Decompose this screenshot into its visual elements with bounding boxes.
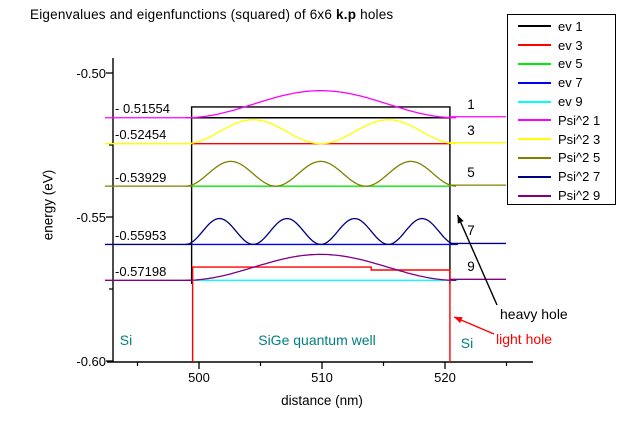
x-tick-label-510: 510 [311, 370, 333, 385]
legend-item-label: Psi^2 7 [558, 169, 601, 185]
legend-item-label: Psi^2 3 [558, 131, 601, 147]
region-label-si-left: Si [119, 332, 133, 348]
eigenvalue-label-7: -0.55953 [115, 227, 167, 243]
legend-line-sample [518, 44, 551, 47]
light-hole-annotation: light hole [496, 331, 553, 347]
eigenvalue-label-1: - 0.51554 [115, 101, 170, 117]
annotation-arrows [453, 214, 498, 335]
legend-item-ev-9: ev 9 [508, 92, 615, 111]
state-number-label-7: 7 [467, 223, 475, 239]
eigenvalue-label-5: -0.53929 [115, 169, 167, 185]
legend-line-sample [518, 156, 551, 159]
psi2-curve-3 [185, 119, 457, 145]
state-number-label-3: 3 [467, 122, 475, 138]
legend-item-label: Psi^2 5 [558, 150, 601, 166]
legend-item-label: ev 3 [558, 37, 583, 53]
legend-item-label: ev 9 [558, 94, 583, 110]
light-hole-band-edge [191, 266, 451, 362]
legend-line-sample [518, 62, 551, 65]
legend-line-sample [518, 119, 551, 122]
light-hole-arrow-head [454, 317, 463, 324]
eigenvalue-label-3: -0.52454 [115, 127, 167, 143]
legend-item-psi-2-3: Psi^2 3 [508, 130, 615, 149]
x-tick-label-500: 500 [188, 370, 210, 385]
legend-item-psi-2-7: Psi^2 7 [508, 167, 615, 186]
legend-item-ev-3: ev 3 [508, 36, 615, 55]
x-tick-label-520: 520 [434, 370, 456, 385]
legend-item-label: Psi^2 1 [558, 112, 601, 128]
chart-title: Eigenvalues and eigenfunctions (squared)… [30, 7, 393, 22]
psi2-curve-1 [185, 90, 457, 119]
legend-item-psi-2-9: Psi^2 9 [508, 186, 615, 205]
eigenstate-series [105, 90, 506, 282]
y-tick-label--0.60: -0.60 [76, 354, 106, 369]
legend-item-psi-2-1: Psi^2 1 [508, 111, 615, 130]
axes [106, 58, 533, 369]
state-number-label-1: 1 [467, 96, 475, 112]
y-axis-title: energy (eV) [40, 169, 56, 241]
chart-title-suffix: holes [356, 7, 394, 22]
psi2-curve-9 [185, 253, 457, 281]
heavy-hole-arrow-head [457, 215, 464, 224]
legend-item-psi-2-5: Psi^2 5 [508, 149, 615, 168]
x-axis-title: distance (nm) [281, 393, 363, 408]
chart-title-prefix: Eigenvalues and eigenfunctions (squared)… [30, 7, 337, 22]
psi2-curve-5 [185, 160, 457, 187]
y-tick-label--0.55: -0.55 [76, 210, 106, 225]
legend-item-label: ev 1 [558, 18, 583, 34]
legend: ev 1 ev 3 ev 5 ev 7 ev 9 Psi^2 1 Psi^2 3 Psi^2 … [507, 14, 616, 205]
heavy-hole-annotation: heavy hole [500, 306, 568, 322]
eigenvalue-label-9: -0.57198 [115, 263, 167, 279]
legend-line-sample [518, 25, 551, 28]
legend-item-label: ev 7 [558, 75, 583, 91]
y-tick-label--0.50: -0.50 [76, 66, 106, 81]
legend-item-label: Psi^2 9 [558, 188, 601, 204]
legend-line-sample [518, 81, 551, 84]
state-number-label-9: 9 [467, 259, 475, 275]
chart-title-bold-kp: k.p [336, 7, 357, 22]
psi2-curve-7 [185, 217, 457, 246]
legend-item-ev-7: ev 7 [508, 73, 615, 92]
well-potential-outline [190, 106, 451, 362]
region-label-si-right: Si [460, 335, 474, 351]
legend-line-sample [518, 100, 551, 103]
heavy-hole-arrow-line [456, 214, 498, 306]
legend-item-ev-1: ev 1 [508, 17, 615, 36]
legend-line-sample [518, 138, 551, 141]
region-label-quantum-well: SiGe quantum well [258, 332, 376, 348]
state-number-label-5: 5 [467, 165, 475, 181]
legend-item-label: ev 5 [558, 56, 583, 72]
legend-line-sample [518, 194, 551, 197]
heavy-hole-band-edge [190, 106, 451, 284]
legend-item-ev-5: ev 5 [508, 55, 615, 74]
legend-line-sample [518, 175, 551, 178]
